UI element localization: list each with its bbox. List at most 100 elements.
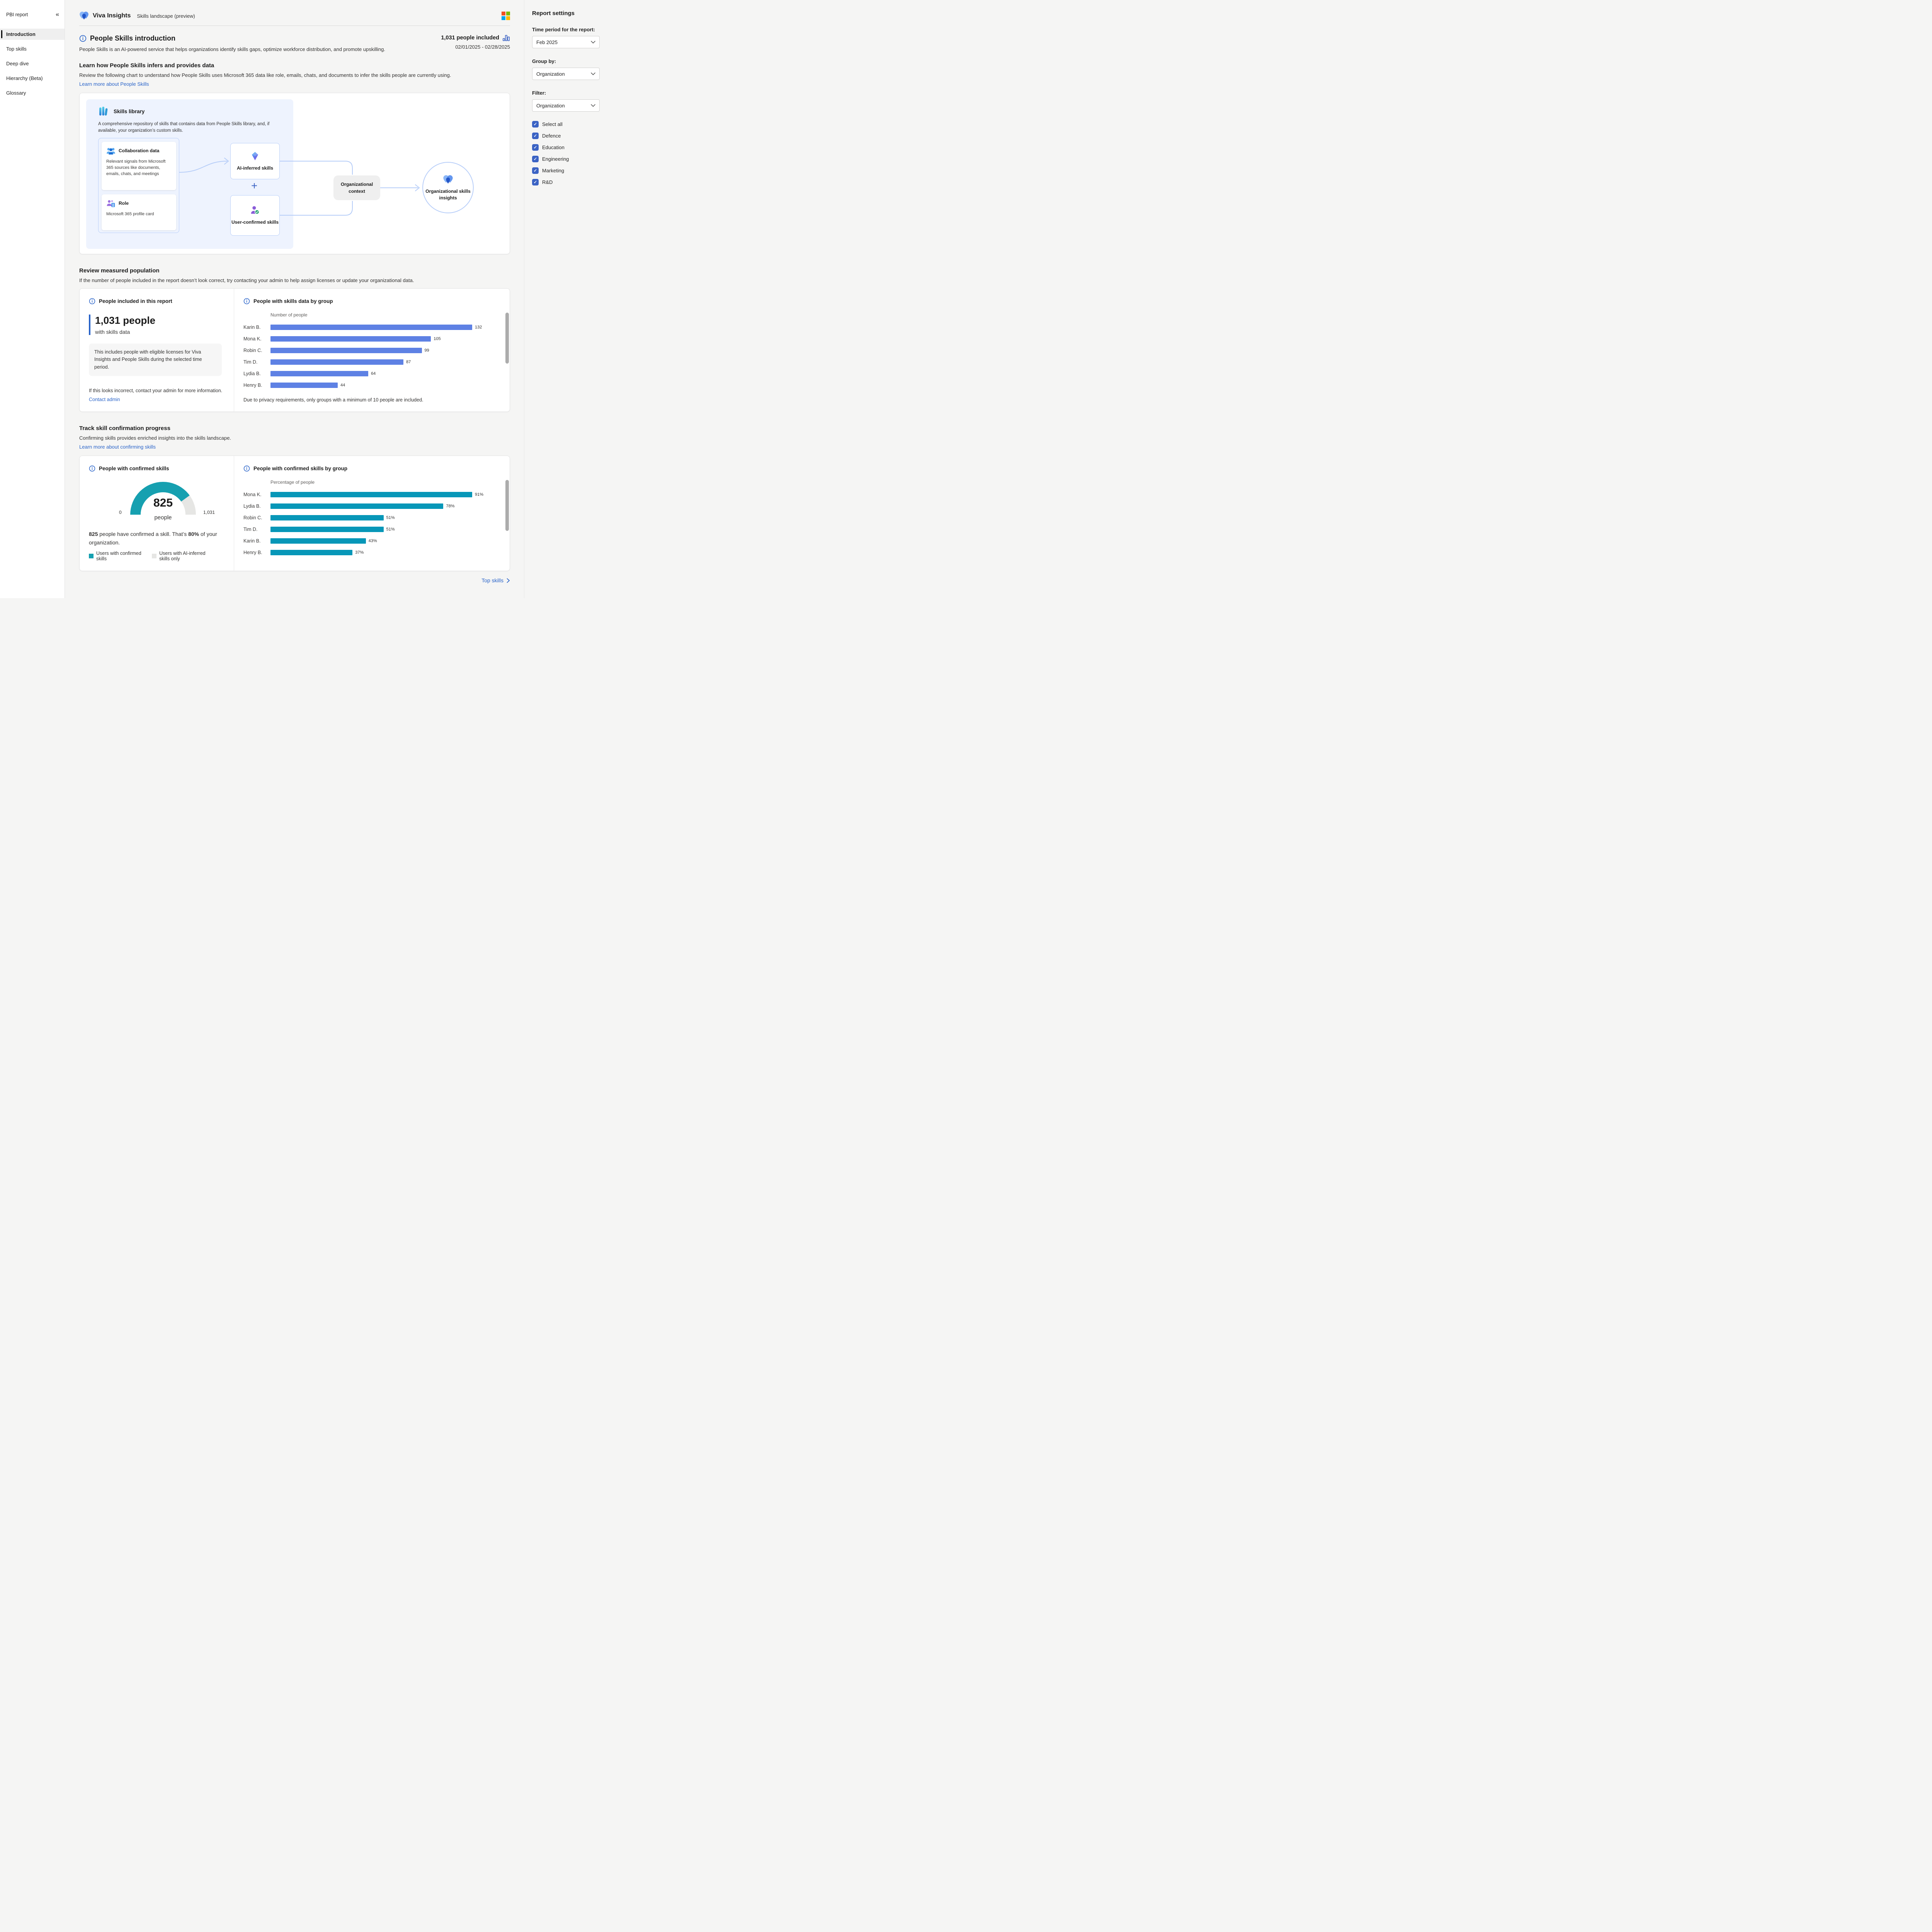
nav-item-introduction[interactable]: Introduction <box>0 29 65 40</box>
checkbox-checked-icon: ✓ <box>532 156 539 162</box>
people-count-value: 1,031 people <box>95 315 156 326</box>
chevron-down-icon <box>591 41 595 44</box>
bar[interactable] <box>270 348 422 353</box>
user-confirmed-skills-label: User-confirmed skills <box>231 219 279 225</box>
info-icon[interactable] <box>79 35 87 42</box>
info-icon[interactable] <box>243 465 250 472</box>
checkbox-education[interactable]: ✓ Education <box>532 144 600 151</box>
legend-swatch-confirmed <box>89 554 94 558</box>
bar[interactable] <box>270 538 366 544</box>
checkbox-engineering[interactable]: ✓ Engineering <box>532 156 600 162</box>
bar-track: 132 <box>270 325 482 330</box>
organizational-skills-insights-label: Organizational skills insights <box>425 189 471 201</box>
top-skills-nav-link[interactable]: Top skills <box>481 577 510 583</box>
nav-item-deep-dive[interactable]: Deep dive <box>6 61 29 66</box>
bar-category-label: Henry B. <box>243 550 262 555</box>
chevron-down-icon <box>591 72 595 75</box>
skills-library-icon <box>99 107 108 116</box>
report-date-range: 02/01/2025 - 02/28/2025 <box>455 44 510 50</box>
bar-category-label: Karin B. <box>243 538 261 544</box>
bar-value-label: 78% <box>446 504 455 509</box>
nav-item-top-skills[interactable]: Top skills <box>6 46 27 52</box>
bar-category-label: Mona K. <box>243 336 262 342</box>
info-icon[interactable] <box>89 465 95 472</box>
skills-data-chart-title: People with skills data by group <box>253 298 333 304</box>
people-included-title: People included in this report <box>99 298 172 304</box>
report-page-nav: Introduction Top skills Deep dive Hierar… <box>0 29 65 99</box>
bar[interactable] <box>270 359 404 365</box>
contact-admin-link[interactable]: Contact admin <box>89 397 120 402</box>
bar[interactable] <box>270 371 369 376</box>
filter-dropdown[interactable]: Organization <box>532 99 600 112</box>
track-section-body: Confirming skills provides enriched insi… <box>79 435 231 441</box>
bar-value-label: 99 <box>424 348 429 353</box>
nav-item-hierarchy[interactable]: Hierarchy (Beta) <box>6 75 43 81</box>
time-period-dropdown[interactable]: Feb 2025 <box>532 36 600 48</box>
bar-row: Tim D. 87 <box>243 356 500 368</box>
skills-flow-diagram-card: Skills library A comprehensive repositor… <box>79 93 510 254</box>
bar[interactable] <box>270 515 384 520</box>
settings-title: Report settings <box>532 10 575 17</box>
viva-insights-logo <box>443 175 453 184</box>
bar[interactable] <box>270 527 384 532</box>
bar-track: 51% <box>270 527 472 532</box>
people-included-pane: People included in this report 1,031 peo… <box>80 289 234 412</box>
gauge-legend: Users with confirmed skills Users with A… <box>89 551 224 561</box>
confirmation-summary: 825 people have confirmed a skill. That’… <box>89 531 217 546</box>
bar[interactable] <box>270 550 353 555</box>
ai-inferred-skills-label: AI-inferred skills <box>236 165 274 171</box>
people-count-sublabel: with skills data <box>95 329 130 335</box>
bar-chart-icon[interactable] <box>502 34 510 41</box>
chevron-right-icon <box>507 578 510 583</box>
bar-category-label: Robin C. <box>243 348 262 353</box>
learn-section-heading: Learn how People Skills infers and provi… <box>79 62 214 69</box>
confirmed-by-group-chart-title: People with confirmed skills by group <box>253 466 348 471</box>
measured-population-card: People included in this report 1,031 peo… <box>79 288 510 412</box>
bar[interactable] <box>270 492 472 497</box>
chevron-down-icon <box>591 104 595 107</box>
bar-category-label: Karin B. <box>243 325 261 330</box>
info-icon[interactable] <box>89 298 95 304</box>
collapse-sidebar-icon[interactable]: « <box>56 11 59 18</box>
user-confirmed-icon <box>251 206 260 214</box>
info-icon[interactable] <box>243 298 250 304</box>
bar-row: Mona K. 105 <box>243 333 500 345</box>
confirmed-skills-bar-chart: Mona K. 91% Lydia B. 78% Robin C. 51% Tim D. 51… <box>243 489 500 558</box>
group-by-dropdown[interactable]: Organization <box>532 68 600 80</box>
bar[interactable] <box>270 336 431 342</box>
collaboration-data-card: Collaboration data Relevant signals from… <box>102 142 176 190</box>
checkbox-select-all[interactable]: ✓ Select all <box>532 121 600 128</box>
bar-track: 64 <box>270 371 472 376</box>
bar-value-label: 91% <box>475 492 484 497</box>
learn-section-body: Review the following chart to understand… <box>79 72 451 78</box>
pbi-report-label: PBI report <box>6 12 28 17</box>
license-note: This includes people with eligible licen… <box>89 344 222 376</box>
bar-category-label: Mona K. <box>243 492 262 497</box>
bar-value-label: 51% <box>386 527 395 532</box>
bar-row: Karin B. 132 <box>243 321 500 333</box>
checkbox-defence[interactable]: ✓ Defence <box>532 133 600 139</box>
bar[interactable] <box>270 325 472 330</box>
main-content: Viva Insights Skills landscape (preview)… <box>65 0 524 598</box>
user-confirmed-skills-node: User-confirmed skills <box>230 195 280 236</box>
role-profile-icon <box>107 200 115 207</box>
learn-confirming-skills-link[interactable]: Learn more about confirming skills <box>79 444 156 450</box>
checkbox-marketing[interactable]: ✓ Marketing <box>532 167 600 174</box>
collaboration-data-title: Collaboration data <box>119 148 160 153</box>
bar-category-label: Robin C. <box>243 515 262 520</box>
x-axis-label: Number of people <box>270 312 308 318</box>
filter-checkbox-list: ✓ Select all ✓ Defence ✓ Education ✓ Enginee… <box>532 121 600 185</box>
bar[interactable] <box>270 503 444 509</box>
chart-scrollbar[interactable] <box>505 480 509 531</box>
report-name: Skills landscape (preview) <box>137 13 195 19</box>
learn-more-people-skills-link[interactable]: Learn more about People Skills <box>79 81 149 87</box>
checkbox-rd[interactable]: ✓ R&D <box>532 179 600 185</box>
confirmed-skills-gauge: 825 people 0 1,031 <box>113 482 215 524</box>
chart-scrollbar[interactable] <box>505 313 509 364</box>
diamond-skill-icon <box>252 151 259 160</box>
bar-track: 87 <box>270 359 472 365</box>
bar[interactable] <box>270 383 338 388</box>
nav-item-glossary[interactable]: Glossary <box>6 90 26 96</box>
bar-track: 43% <box>270 538 472 544</box>
bar-track: 105 <box>270 336 472 342</box>
